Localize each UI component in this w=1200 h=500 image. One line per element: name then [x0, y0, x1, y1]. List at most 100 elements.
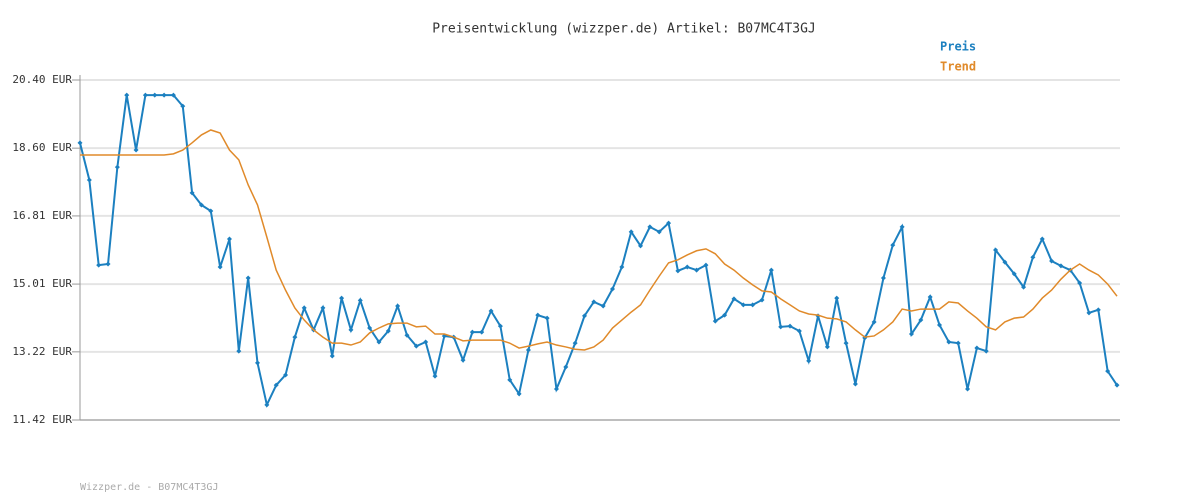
- point: [479, 329, 485, 335]
- point: [899, 224, 905, 230]
- point: [535, 312, 541, 318]
- point: [553, 386, 559, 392]
- point: [264, 402, 270, 408]
- point: [666, 220, 672, 226]
- point: [712, 318, 718, 324]
- point: [955, 340, 961, 346]
- point: [385, 328, 391, 334]
- point: [572, 340, 578, 346]
- point: [759, 297, 765, 303]
- point: [778, 324, 784, 330]
- point: [180, 103, 186, 109]
- point: [1114, 382, 1120, 388]
- point: [684, 264, 690, 270]
- point: [740, 302, 746, 308]
- point: [918, 317, 924, 323]
- point: [1049, 258, 1055, 264]
- point: [843, 340, 849, 346]
- point: [731, 296, 737, 302]
- point: [1086, 310, 1092, 316]
- point: [497, 323, 503, 329]
- point: [993, 247, 999, 253]
- point: [1095, 307, 1101, 313]
- point: [983, 348, 989, 354]
- point: [908, 331, 914, 337]
- point: [208, 208, 214, 214]
- point: [796, 328, 802, 334]
- point: [413, 343, 419, 349]
- y-tick-label: 15.01 EUR: [12, 277, 72, 290]
- point: [824, 344, 830, 350]
- point: [77, 140, 83, 146]
- point: [516, 391, 522, 397]
- point: [1011, 271, 1017, 277]
- point: [423, 339, 429, 345]
- point: [703, 262, 709, 268]
- point: [404, 332, 410, 338]
- point: [255, 360, 261, 366]
- point: [544, 315, 550, 321]
- point: [170, 92, 176, 98]
- point: [1002, 259, 1008, 265]
- point: [96, 262, 102, 268]
- point: [357, 297, 363, 303]
- point: [376, 339, 382, 345]
- point: [675, 268, 681, 274]
- y-tick-label: 13.22 EUR: [12, 345, 72, 358]
- point: [722, 312, 728, 318]
- y-tick-label: 20.40 EUR: [12, 73, 72, 86]
- point: [1039, 236, 1045, 242]
- point: [600, 303, 606, 309]
- legend-label: Trend: [940, 60, 976, 74]
- point: [432, 373, 438, 379]
- point: [152, 92, 158, 98]
- y-tick-label: 11.42 EUR: [12, 413, 72, 426]
- point: [974, 345, 980, 351]
- point: [161, 92, 167, 98]
- point: [339, 295, 345, 301]
- point: [301, 305, 307, 311]
- point: [787, 323, 793, 329]
- point: [656, 229, 662, 235]
- point: [965, 386, 971, 392]
- point: [273, 382, 279, 388]
- point: [806, 358, 812, 364]
- point: [694, 267, 700, 273]
- chart-title: Preisentwicklung (wizzper.de) Artikel: B…: [432, 22, 816, 37]
- point: [647, 224, 653, 230]
- point: [890, 242, 896, 248]
- point: [142, 92, 148, 98]
- point: [469, 329, 475, 335]
- point: [236, 348, 242, 354]
- point: [1077, 280, 1083, 286]
- point: [245, 275, 251, 281]
- point: [563, 364, 569, 370]
- point: [198, 202, 204, 208]
- point: [946, 339, 952, 345]
- point: [936, 322, 942, 328]
- point: [86, 177, 92, 183]
- point: [852, 381, 858, 387]
- point: [619, 264, 625, 270]
- y-tick-label: 18.60 EUR: [12, 141, 72, 154]
- point: [628, 229, 634, 235]
- point: [591, 299, 597, 305]
- point: [525, 347, 531, 353]
- point: [329, 353, 335, 359]
- point: [395, 303, 401, 309]
- point: [348, 327, 354, 333]
- point: [507, 377, 513, 383]
- point: [768, 267, 774, 273]
- point: [320, 305, 326, 311]
- point: [105, 261, 111, 267]
- point: [124, 92, 130, 98]
- point: [871, 319, 877, 325]
- point: [367, 325, 373, 331]
- point: [581, 313, 587, 319]
- point: [283, 372, 289, 378]
- footer: Wizzper.de - B07MC4T3GJ: [80, 482, 218, 493]
- point: [834, 295, 840, 301]
- point: [460, 357, 466, 363]
